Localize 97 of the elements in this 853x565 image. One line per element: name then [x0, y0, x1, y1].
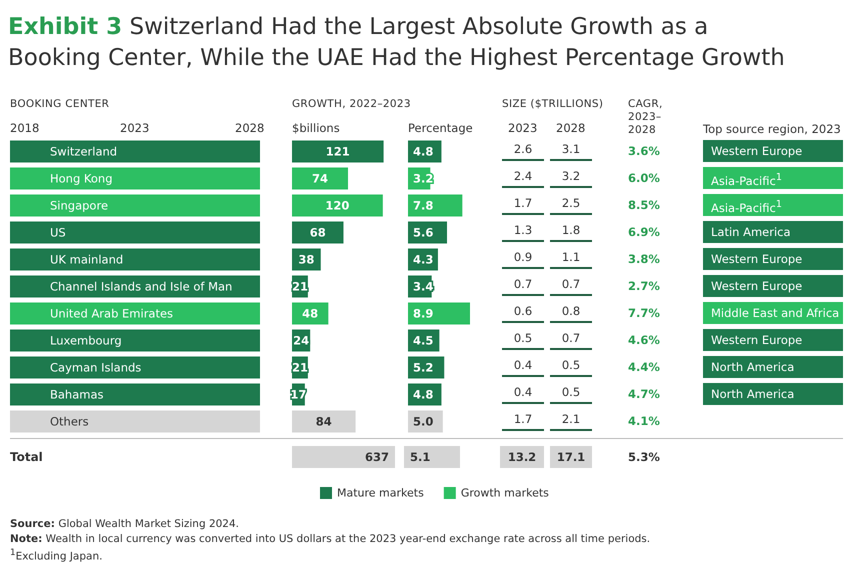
data-label: 6.0%: [628, 171, 660, 185]
chart-title: Exhibit 3 Switzerland Had the Largest Absolute Growth as a Booking Center, While the UAE Had the Highest Percentage Growth: [8, 13, 786, 73]
y-tick-label: US: [50, 226, 66, 240]
data-label: 120: [325, 198, 350, 212]
text: CAGR, 2023–2028: [628, 98, 664, 137]
data-label: 17.1: [550, 446, 592, 468]
y-tick-label: Bahamas: [50, 388, 104, 402]
data-label: 21: [292, 280, 308, 294]
data-label: 7.8: [413, 198, 434, 212]
data-label: 3.6%: [628, 144, 660, 158]
data-label: 2.6: [512, 142, 534, 156]
x-axis-title: Percentage: [408, 121, 473, 135]
text: BOOKING CENTER: [10, 98, 110, 110]
data-label: 1.8: [560, 223, 582, 237]
legend-label: Mature markets: [337, 486, 424, 500]
data-label: 84: [316, 414, 332, 428]
text: SIZE ($TRILLIONS): [502, 98, 604, 110]
data-label: 68: [310, 226, 326, 240]
data-label: 0.9: [512, 250, 534, 264]
y-tick-label: Luxembourg: [50, 334, 122, 348]
data-label: 4.4%: [628, 360, 660, 374]
text: 2023: [120, 121, 150, 135]
text: Total: [10, 450, 43, 464]
data-label: 0.5: [560, 385, 582, 399]
category-label: North America: [703, 356, 843, 378]
data-label: 5.3%: [628, 449, 660, 466]
data-label: 1.3: [512, 223, 534, 237]
text: 2028: [235, 121, 264, 135]
category-label: Middle East and Africa: [703, 302, 843, 324]
data-label: 0.7: [560, 331, 582, 345]
data-label: 1.1: [560, 250, 582, 264]
category-label: Asia-Pacific$^{1}$: [703, 167, 843, 189]
data-label: 6.9%: [628, 225, 660, 239]
data-label: 74: [312, 172, 328, 186]
text: GROWTH, 2022–2023: [292, 98, 411, 110]
data-label: 8.9: [413, 306, 434, 320]
category-label: Western Europe: [703, 248, 843, 270]
data-label: 1.7: [512, 412, 534, 426]
data-label: 24: [293, 334, 310, 348]
data-label: 0.5: [512, 331, 534, 345]
data-label: 8.5%: [628, 198, 660, 212]
data-label: 38: [298, 252, 314, 266]
source-note: Source: Global Wealth Market Sizing 2024.: [10, 518, 240, 530]
data-label: 2.5: [560, 196, 582, 210]
text: Top source region, 2023: [703, 122, 841, 136]
data-label: 4.1%: [628, 414, 660, 428]
data-label: 0.4: [512, 358, 534, 372]
data-label: 21: [292, 360, 308, 374]
y-tick-label: Singapore: [50, 198, 108, 212]
category-label: Latin America: [703, 221, 843, 243]
text: 2018: [10, 121, 40, 135]
category-label: North America: [703, 383, 843, 405]
data-label: 5.0: [413, 414, 434, 428]
data-label: 2.4: [512, 169, 534, 183]
data-label: 4.5: [413, 334, 434, 348]
y-tick-label: Hong Kong: [50, 172, 113, 186]
data-label: 2.1: [560, 412, 582, 426]
y-tick-label: UK mainland: [50, 252, 124, 266]
data-label: 0.7: [560, 277, 582, 291]
y-tick-label: Switzerland: [50, 144, 118, 158]
y-tick-label: United Arab Emirates: [50, 306, 174, 320]
data-label: 48: [302, 306, 318, 320]
data-label: 0.8: [560, 304, 582, 318]
text: $^{1}$Excluding Japan.: [10, 548, 102, 562]
data-label: 0.5: [560, 358, 582, 372]
data-label: 4.6%: [628, 333, 660, 347]
data-label: 5.2: [413, 360, 434, 374]
data-label: 3.1: [560, 142, 582, 156]
text: Note: Wealth in local currency was converted into US dollars at the 2023 year-end exchange rate across all time periods.: [10, 533, 650, 545]
y-tick-label: Cayman Islands: [50, 360, 142, 374]
data-label: 4.7%: [628, 387, 660, 401]
text: 2028: [556, 121, 586, 135]
category-label: Western Europe: [703, 329, 843, 351]
data-label: 637: [292, 446, 395, 468]
data-label: 3.8%: [628, 252, 660, 266]
data-label: 0.6: [512, 304, 534, 318]
data-label: 13.2: [500, 446, 544, 468]
y-tick-label: Channel Islands and Isle of Man: [50, 280, 232, 294]
data-label: 4.8: [413, 388, 434, 402]
x-axis-title: $billions: [292, 121, 340, 135]
data-label: 5.6: [413, 226, 434, 240]
category-label: Asia-Pacific$^{1}$: [703, 194, 843, 216]
data-label: 4.3: [413, 252, 434, 266]
data-label: 7.7%: [628, 306, 660, 320]
category-label: Western Europe: [703, 140, 843, 162]
data-label: 4.8: [413, 144, 434, 158]
data-label: 0.4: [512, 385, 534, 399]
category-label: Western Europe: [703, 275, 843, 297]
text: 2023: [508, 121, 538, 135]
data-label: 5.1: [404, 446, 460, 468]
data-label: 3.2: [560, 169, 582, 183]
legend-label: Growth markets: [460, 486, 550, 500]
data-label: 0.7: [512, 277, 534, 291]
data-label: 121: [326, 144, 350, 158]
data-label: 1.7: [512, 196, 534, 210]
data-label: 2.7%: [628, 279, 660, 293]
y-tick-label: Others: [50, 414, 89, 428]
